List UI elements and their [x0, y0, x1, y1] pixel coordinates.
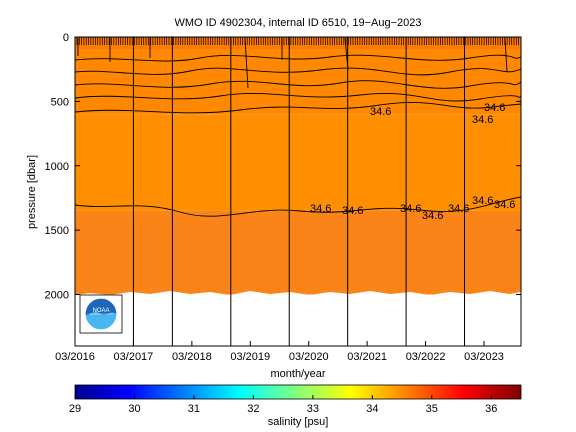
colorbar-tick-label: 30: [128, 403, 140, 415]
x-axis-label: month/year: [270, 368, 325, 380]
colorbar-tick-label: 35: [426, 403, 438, 415]
colorbar-ticks: 29 30 31 32 33 34 35 36: [69, 395, 497, 415]
salinity-layer: [75, 114, 521, 211]
colorbar-tick-label: 31: [188, 403, 200, 415]
contour-label: 34.6: [422, 210, 443, 222]
contour-label: 34.6: [370, 106, 391, 118]
noaa-logo: NOAA: [79, 294, 123, 334]
contour-label: 34.6: [494, 199, 515, 211]
y-tick-label: 1000: [45, 161, 69, 173]
plot-area: [75, 37, 521, 346]
y-tick-label: 500: [51, 96, 69, 108]
x-axis: 03/2016 03/2017 03/2018 03/2019 03/2020 03/20…: [55, 341, 504, 363]
colorbar-tick-label: 36: [485, 403, 497, 415]
svg-text:NOAA: NOAA: [92, 308, 109, 314]
contour-label: 34.6: [400, 203, 421, 215]
salinity-layer: [75, 210, 521, 295]
x-tick-label: 03/2022: [406, 351, 446, 363]
y-tick-label: 0: [63, 32, 69, 44]
colorbar-tick-label: 29: [69, 403, 81, 415]
profile-bottom-edge: [75, 291, 521, 346]
x-tick-label: 03/2018: [172, 351, 212, 363]
x-tick-label: 03/2017: [114, 351, 154, 363]
colorbar-tick-label: 34: [366, 403, 378, 415]
contour-label: 34.6: [472, 195, 493, 207]
contour-label-group: 34.6 34.6 34.6 34.6 34.6 34.6 34.6 34.6 …: [310, 102, 515, 222]
time-markers: [132, 37, 466, 346]
colorbar-tick-label: 33: [307, 403, 319, 415]
x-tick-label: 03/2020: [289, 351, 329, 363]
chart-title: WMO ID 4902304, internal ID 6510, 19−Aug…: [174, 17, 421, 29]
x-tick-label: 03/2016: [55, 351, 95, 363]
colorbar: [74, 384, 522, 400]
contour-label: 34.6: [472, 114, 493, 126]
contour-label: 34.6: [448, 203, 469, 215]
profile-ticks: [76, 37, 521, 45]
x-tick-label: 03/2019: [230, 351, 270, 363]
contour-label: 34.6: [484, 102, 505, 114]
colorbar-label: salinity [psu]: [268, 416, 329, 428]
x-tick-label: 03/2021: [347, 351, 387, 363]
y-tick-label: 2000: [45, 290, 69, 302]
plot-frame: [74, 36, 522, 347]
y-tick-label: 1500: [45, 225, 69, 237]
contour-label: 34.6: [310, 203, 331, 215]
colorbar-tick-label: 32: [247, 403, 259, 415]
y-axis-label: pressure [dbar]: [26, 155, 38, 229]
y-axis: 0 500 1000 1500 2000: [45, 32, 521, 302]
contour-lines: [75, 37, 521, 217]
contour-label: 34.6: [342, 205, 363, 217]
x-tick-label: 03/2023: [464, 351, 504, 363]
